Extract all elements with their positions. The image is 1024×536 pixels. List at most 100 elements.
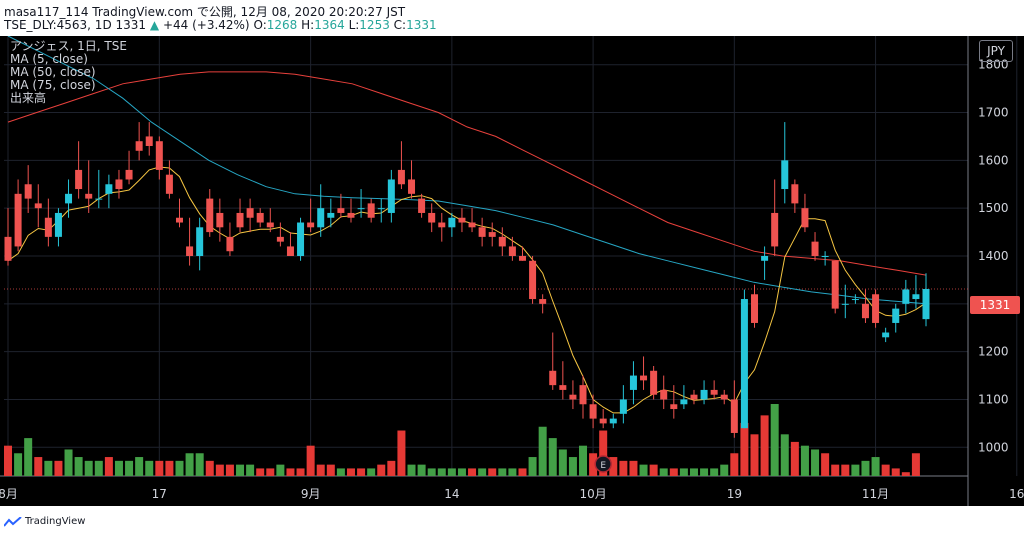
currency-button[interactable]: JPY	[979, 40, 1013, 62]
volume-bar	[831, 464, 840, 476]
legend-ma5[interactable]: MA (5, close)	[10, 52, 88, 66]
volume-bar	[125, 460, 134, 476]
volume-bar	[629, 460, 638, 476]
candle-body	[317, 208, 325, 228]
footer: TradingView	[0, 506, 1024, 536]
volume-bar	[488, 468, 497, 476]
chart-background	[0, 36, 1024, 506]
symbol-ohlc-line: TSE_DLY:4563, 1D 1331 ▲ +44 (+3.42%) O:1…	[4, 18, 437, 32]
volume-bar	[367, 468, 376, 476]
candle-body	[34, 203, 42, 209]
x-tick-label: 17	[152, 487, 167, 501]
volume-bar	[84, 460, 93, 476]
candle-body	[44, 217, 52, 237]
volume-bar	[498, 468, 507, 476]
candle-body	[458, 217, 466, 223]
candle-body	[438, 222, 446, 228]
volume-bar	[518, 468, 527, 476]
volume-bar	[357, 468, 366, 476]
volume-bar	[326, 464, 335, 476]
volume-bar	[316, 464, 325, 476]
volume-bar	[246, 464, 255, 476]
candle-body	[569, 394, 577, 400]
candle-body	[549, 370, 557, 386]
x-tick-label: 14	[444, 487, 459, 501]
volume-bar	[104, 457, 113, 476]
x-tick-label: 16	[1009, 487, 1024, 501]
low-label: L:	[348, 18, 360, 32]
candle-body	[740, 299, 748, 429]
candle-body	[216, 212, 224, 228]
volume-bar	[568, 457, 577, 476]
symbol-label: TSE_DLY:4563, 1D 1331	[4, 18, 147, 32]
volume-bar	[397, 430, 406, 476]
candle-body	[276, 236, 284, 242]
y-tick-label: 1000	[978, 440, 1009, 454]
price-chart[interactable]: 1000110012001300140015001600170018008月17…	[0, 36, 1024, 506]
candle-body	[922, 289, 930, 320]
volume-bar	[185, 453, 194, 476]
volume-bar	[851, 464, 860, 476]
volume-bar	[780, 434, 789, 476]
legend-ma50[interactable]: MA (50, close)	[10, 65, 96, 79]
volume-bar	[14, 453, 23, 476]
candle-body	[619, 399, 627, 414]
volume-bar	[447, 468, 456, 476]
candle-body	[65, 193, 73, 204]
candle-body	[4, 236, 12, 261]
volume-bar	[558, 449, 567, 476]
volume-bar	[306, 445, 315, 476]
candle-body	[801, 208, 809, 228]
x-tick-label: 9月	[301, 487, 321, 501]
volume-bar	[821, 453, 830, 476]
volume-bar	[195, 453, 204, 476]
volume-bar	[508, 468, 517, 476]
x-tick-label: 19	[727, 487, 742, 501]
candle-body	[781, 160, 789, 190]
candle-body	[599, 418, 607, 424]
volume-bar	[901, 472, 910, 476]
candle-body	[902, 289, 910, 304]
candle-body	[246, 208, 254, 218]
tradingview-logo[interactable]: TradingView	[4, 516, 85, 527]
high-label: H:	[301, 18, 315, 32]
candle-body	[488, 232, 496, 237]
candle-body	[115, 179, 123, 190]
y-tick-label: 1600	[978, 153, 1009, 167]
volume-bar	[346, 468, 355, 476]
volume-bar	[740, 422, 749, 476]
candle-body	[650, 370, 658, 395]
candle-body	[196, 227, 204, 256]
header-bar: masa117_114 TradingView.com で公開, 12月 08,…	[0, 0, 1024, 36]
volume-bar	[649, 464, 658, 476]
candle-body	[629, 375, 637, 390]
candle-body	[357, 208, 365, 210]
volume-bar	[609, 457, 618, 476]
volume-bar	[276, 464, 285, 476]
volume-bar	[528, 457, 537, 476]
volume-bar	[336, 468, 345, 476]
up-arrow-icon: ▲	[149, 18, 160, 32]
candle-body	[751, 294, 759, 323]
volume-bar	[689, 468, 698, 476]
candle-body	[266, 222, 274, 228]
indicator-legend: アンジェス, 1日, TSE MA (5, close) MA (50, clo…	[10, 40, 127, 105]
candle-body	[892, 308, 900, 323]
candle-body	[327, 212, 335, 218]
legend-volume[interactable]: 出来高	[10, 91, 47, 105]
volume-bar	[74, 457, 83, 476]
candle-body	[660, 389, 668, 400]
volume-bar	[175, 460, 184, 476]
volume-bar	[155, 460, 164, 476]
legend-ma75[interactable]: MA (75, close)	[10, 78, 96, 92]
low-value: 1253	[359, 18, 390, 32]
candle-body	[680, 399, 688, 405]
candle-body	[256, 212, 264, 223]
candle-body	[85, 193, 93, 199]
y-tick-label: 1200	[978, 345, 1009, 359]
volume-bar	[437, 468, 446, 476]
volume-bar	[145, 460, 154, 476]
candle-body	[155, 141, 163, 170]
candle-body	[861, 303, 869, 319]
candle-body	[286, 246, 294, 256]
